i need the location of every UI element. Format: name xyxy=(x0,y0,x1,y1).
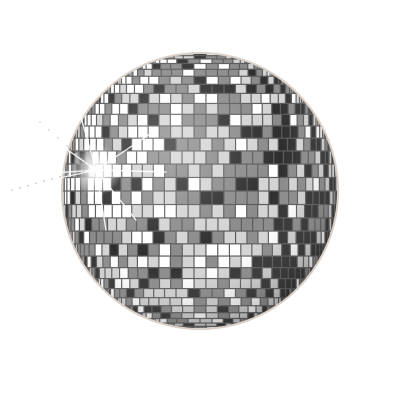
sparkle-ray xyxy=(75,99,97,171)
ball-rim xyxy=(61,52,339,330)
glint-dot xyxy=(67,173,69,176)
disco-ball xyxy=(61,52,339,330)
glint-dot xyxy=(51,178,53,180)
glint-dot xyxy=(83,169,85,172)
sparkle-ray xyxy=(95,169,107,231)
glint-dot xyxy=(43,180,45,183)
sparkle-ray xyxy=(95,169,137,221)
glint-dot xyxy=(57,137,59,139)
glint-dot xyxy=(75,153,77,155)
glint-dot xyxy=(19,186,21,189)
glint-dot xyxy=(84,161,86,163)
glint-dot xyxy=(39,121,41,123)
ball-shading xyxy=(62,53,338,329)
sparkle-ray xyxy=(95,169,167,173)
sparkle-ray xyxy=(33,125,97,171)
glint-dot xyxy=(35,182,37,185)
glint-dot xyxy=(75,171,77,174)
sparkle-ray xyxy=(95,129,157,171)
sparkle-ray xyxy=(5,169,97,191)
glint-dot xyxy=(48,129,50,131)
sparkle-glint xyxy=(5,99,167,231)
glint-dot xyxy=(11,189,13,191)
glint-dot xyxy=(66,145,68,147)
glint-dot xyxy=(59,175,61,178)
glint-dot xyxy=(27,184,29,187)
